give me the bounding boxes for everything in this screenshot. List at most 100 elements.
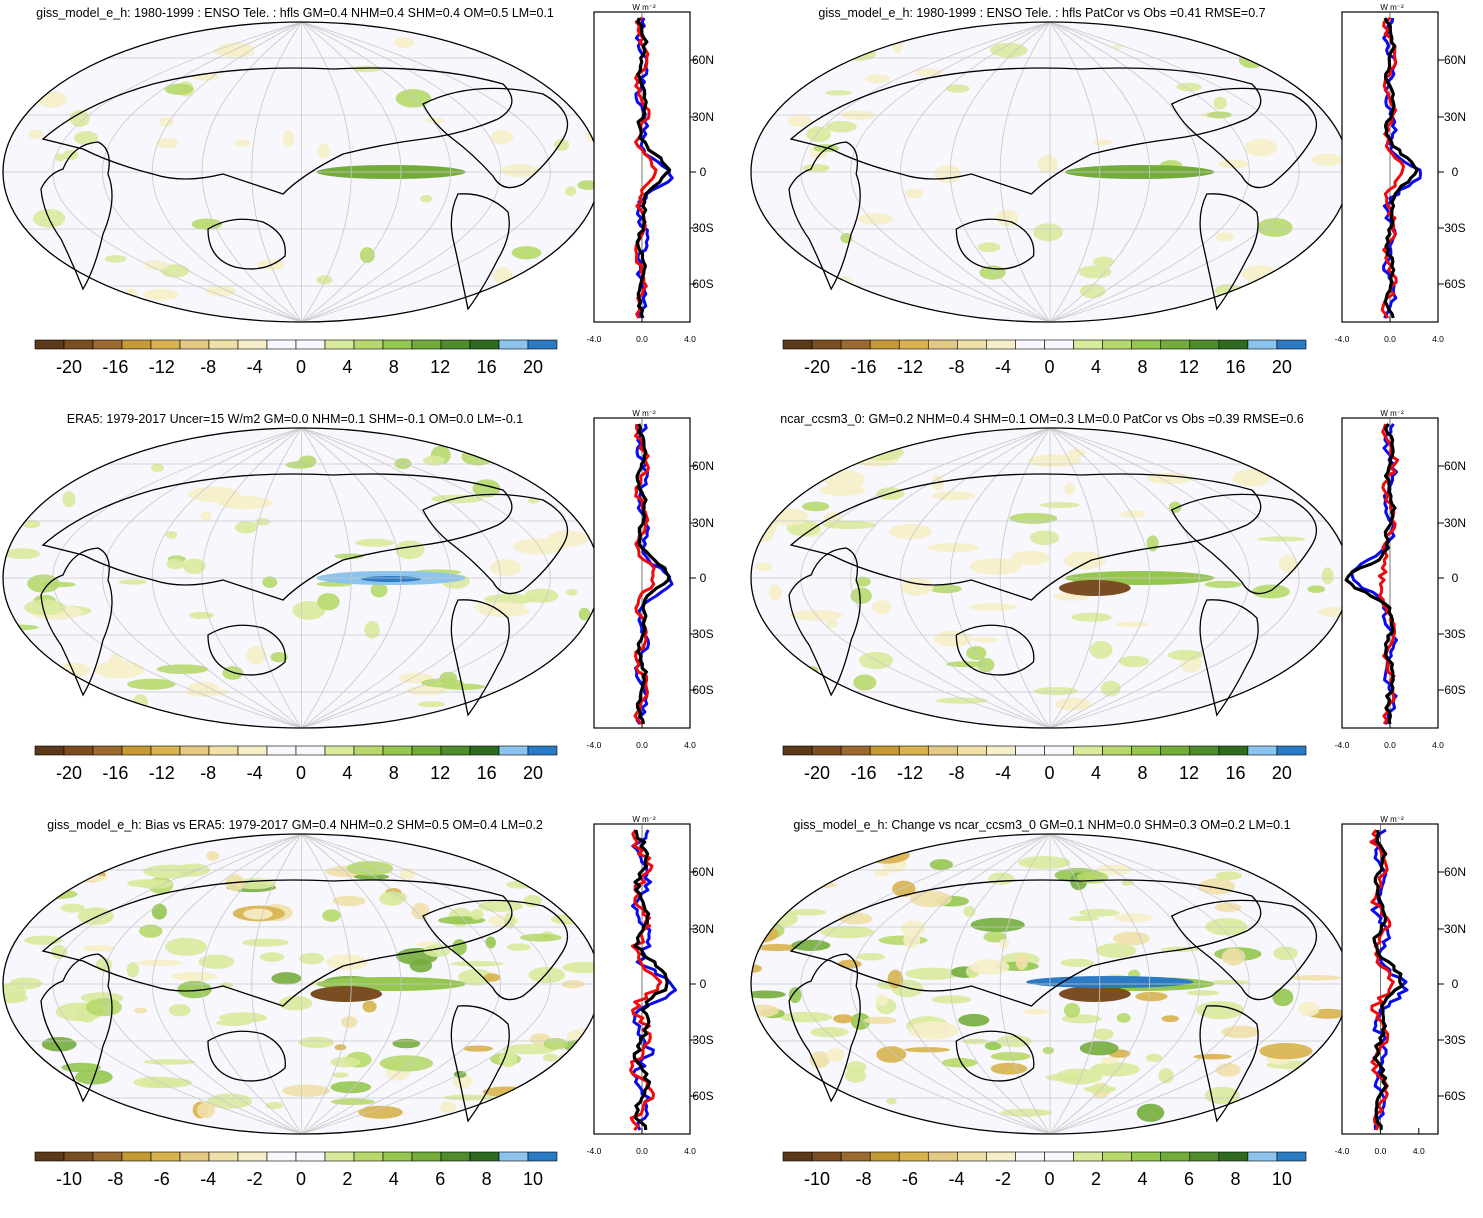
dry-anomaly xyxy=(1058,986,1131,1002)
colorbar-swatch xyxy=(1131,745,1162,756)
profile-curve xyxy=(1383,17,1419,319)
field-cell xyxy=(490,559,522,577)
colorbar-tick-label: -16 xyxy=(102,763,128,783)
field-cell xyxy=(218,42,254,55)
field-cell xyxy=(1095,943,1137,958)
field-cell xyxy=(1116,1013,1131,1023)
field-cell xyxy=(55,153,66,162)
colorbar-tick-label: -12 xyxy=(149,763,175,783)
profile-lat-label: 0 xyxy=(1452,571,1459,585)
field-cell xyxy=(265,1101,283,1110)
coastlines xyxy=(788,473,1317,717)
colorbar-tick-label: 16 xyxy=(1225,357,1245,377)
field-cell xyxy=(1215,232,1235,242)
colorbar-swatch xyxy=(1131,339,1162,350)
colorbar-tick-label: -12 xyxy=(897,357,923,377)
zonal-profile: W m⁻² -4.0 0.0 4.0 60N 30N 0 30S 60S xyxy=(1335,815,1466,1156)
field-cell xyxy=(802,501,830,512)
profile-lat-label: 60N xyxy=(692,53,714,67)
profile-xtick-label: 0.0 xyxy=(1384,334,1396,344)
field-cell xyxy=(934,165,962,184)
colorbar-tick-label: -16 xyxy=(851,357,877,377)
profile-xtick-label: 0.0 xyxy=(636,1146,648,1156)
field-cell xyxy=(82,945,116,952)
field-cell xyxy=(285,461,315,469)
field-cell xyxy=(565,186,577,197)
colorbar-swatch xyxy=(1044,1151,1074,1162)
field-cell xyxy=(1257,218,1293,237)
field-cell xyxy=(751,964,762,973)
profile-lat-label: 30S xyxy=(1444,221,1465,235)
profile-lat-label: 60S xyxy=(1444,277,1465,291)
field-cell xyxy=(156,664,209,675)
field-cell xyxy=(1145,1053,1162,1062)
field-cell xyxy=(150,463,164,473)
zonal-profile: W m⁻² -4.0 0.0 4.0 60N 30N 0 30S 60S xyxy=(587,3,714,344)
field-cell xyxy=(577,180,599,190)
field-cell xyxy=(502,1044,557,1055)
field-cell xyxy=(787,114,812,127)
field-cell xyxy=(810,1096,823,1103)
field-cell xyxy=(929,584,962,594)
field-cell xyxy=(1301,678,1324,694)
field-cell xyxy=(1079,908,1120,917)
field-cell xyxy=(3,983,26,1003)
field-cell xyxy=(751,526,775,543)
field-cell xyxy=(1209,979,1249,985)
profile-xtick-label: 0.0 xyxy=(636,740,648,750)
panel-1: giss_model_e_h: 1980-1999 : ENSO Tele. :… xyxy=(750,3,1466,377)
field-cell xyxy=(886,1097,897,1105)
profile-unit-label: W m⁻² xyxy=(1380,409,1404,418)
colorbar-swatch xyxy=(1218,745,1249,756)
colorbar-swatch xyxy=(927,339,958,350)
profile-lat-label: 60S xyxy=(692,277,713,291)
panel-0: giss_model_e_h: 1980-1999 : ENSO Tele. :… xyxy=(2,3,714,377)
field-cell xyxy=(971,636,999,643)
field-cell xyxy=(133,1076,179,1089)
graticule xyxy=(751,834,1349,1134)
field-cell xyxy=(929,859,953,871)
colorbar-swatch xyxy=(1073,1151,1103,1162)
profile-xtick-label: 0.0 xyxy=(636,334,648,344)
field-cell xyxy=(332,895,366,907)
field-cell xyxy=(962,1038,989,1045)
field-cell xyxy=(355,538,395,547)
colorbar-swatch xyxy=(527,339,558,350)
field-cell xyxy=(1060,958,1094,968)
profile-xtick-label: -4.0 xyxy=(1335,740,1350,750)
colorbar: -20 -16 -12 -8 -4 0 4 8 12 16 20 xyxy=(782,745,1307,783)
profile-lat-label: 0 xyxy=(700,571,707,585)
field-cell xyxy=(824,470,866,489)
field-cell xyxy=(1135,991,1168,1002)
profile-lat-label: 60N xyxy=(1444,865,1466,879)
colorbar-swatch xyxy=(527,1151,558,1162)
field-cell xyxy=(844,1068,867,1083)
profile-curve xyxy=(1380,16,1405,319)
field-cell xyxy=(325,954,368,971)
field-cell xyxy=(1193,1053,1232,1060)
field-cell xyxy=(1169,501,1182,513)
field-cell xyxy=(1232,469,1272,487)
colorbar-tick-label: 0 xyxy=(296,763,306,783)
field-cell xyxy=(1321,567,1334,585)
field-cell xyxy=(520,933,562,942)
colorbar-swatch xyxy=(957,339,987,350)
field-cell xyxy=(234,139,251,148)
colorbar-tick-label: -8 xyxy=(107,1169,123,1189)
field-cell xyxy=(506,943,531,951)
field-cell xyxy=(857,213,894,225)
field-cell xyxy=(1257,536,1306,542)
colorbar-tick-label: -8 xyxy=(949,763,965,783)
profile-lat-label: 60S xyxy=(692,1089,713,1103)
field-cell xyxy=(270,651,288,663)
field-cell xyxy=(168,1004,191,1017)
colorbar: -20 -16 -12 -8 -4 0 4 8 12 16 20 xyxy=(782,339,1307,377)
colorbar-swatch xyxy=(1189,339,1220,350)
field-cell xyxy=(1272,988,1294,1007)
colorbar: -10 -8 -6 -4 -2 0 2 4 6 8 10 xyxy=(782,1151,1307,1189)
colorbar-tick-label: -4 xyxy=(247,357,263,377)
colorbar-swatch xyxy=(1189,745,1220,756)
field-cell xyxy=(905,967,960,980)
map-field xyxy=(3,428,600,728)
colorbar-swatch xyxy=(1247,1151,1278,1162)
